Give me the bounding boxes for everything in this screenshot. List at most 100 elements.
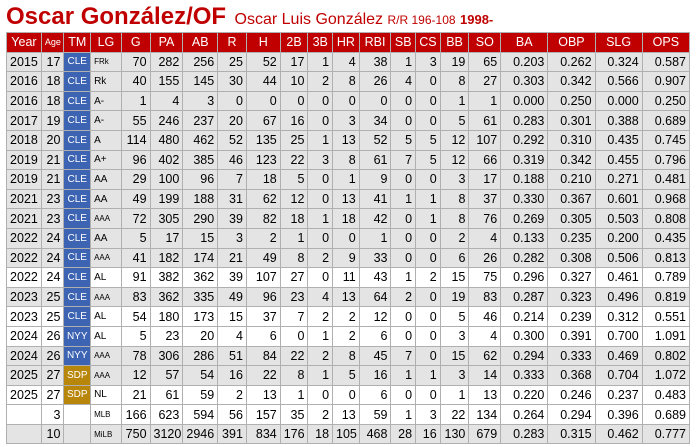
stat-row: 2016 18 CLE A- 1 4 3 0 0 0 0 0 0 0 0 1 1 0.000 0.250 0.000 0…: [6, 90, 691, 112]
cell: 19: [439, 286, 470, 308]
cell: 1: [390, 404, 417, 425]
cell: 1: [332, 169, 360, 190]
cell: 0: [307, 110, 334, 131]
cell: 26: [358, 71, 392, 92]
cell: 382: [149, 267, 184, 288]
cell: 1: [439, 384, 470, 406]
cell: 2: [217, 384, 247, 406]
cell: 3: [307, 149, 334, 171]
cell: SDP: [63, 384, 92, 406]
cell: 0: [415, 90, 441, 112]
cell: 96: [245, 286, 281, 308]
cell: 0.745: [641, 129, 691, 151]
cell: 0.239: [547, 306, 596, 327]
cell: 61: [468, 110, 502, 131]
cell: 2024: [6, 345, 42, 367]
cell: 0: [307, 188, 334, 210]
cell: CLE: [63, 110, 92, 131]
cell: 180: [149, 306, 184, 327]
cell: 0.323: [547, 286, 596, 308]
stat-row: 2016 18 CLE Rk 40 155 145 30 44 10 2 8 26 4 0 8 27 0.303 0…: [6, 71, 691, 92]
cell: 0.220: [500, 384, 549, 406]
cell: 0.133: [500, 227, 549, 249]
cell: 1: [415, 188, 441, 210]
cell: 52: [217, 129, 247, 151]
cell: 64: [358, 286, 392, 308]
cell: 0.391: [547, 325, 596, 347]
cell: 0.808: [641, 208, 691, 229]
cell: 7: [279, 306, 309, 327]
cell: 1: [468, 90, 502, 112]
column-header: R: [217, 32, 247, 53]
born: 1998-: [460, 12, 494, 27]
cell: 0.305: [547, 208, 596, 229]
cell: 2019: [6, 169, 42, 190]
cell: 31: [217, 188, 247, 210]
cell: A+: [90, 149, 122, 171]
cell: 237: [182, 110, 219, 131]
cell: 0: [307, 384, 334, 406]
cell: 37: [468, 188, 502, 210]
cell: 0.551: [641, 306, 691, 327]
cell: 49: [217, 286, 247, 308]
cell: 0: [307, 90, 334, 112]
cell: 26: [40, 325, 65, 347]
cell: 174: [182, 247, 219, 269]
cell: 2016: [6, 90, 42, 112]
cell: 176: [279, 423, 309, 445]
cell: 2017: [6, 110, 42, 131]
cell: 0.777: [641, 423, 691, 445]
cell: 0.250: [547, 90, 596, 112]
cell: 18: [307, 423, 334, 445]
cell: 0.789: [641, 267, 691, 288]
cell: 4: [217, 325, 247, 347]
cell: 2015: [6, 51, 42, 73]
cell: 14: [468, 365, 502, 386]
cell: 123: [245, 149, 281, 171]
cell: 0: [390, 384, 417, 406]
cell: 25: [279, 129, 309, 151]
cell: 2023: [6, 286, 42, 308]
bats-throws: R/R 196-108: [387, 13, 456, 27]
cell: CLE: [63, 90, 92, 112]
column-header: AB: [182, 32, 219, 53]
cell: 0.483: [641, 384, 691, 406]
cell: 26: [40, 345, 65, 367]
cell: 16: [358, 365, 392, 386]
cell: 61: [149, 384, 184, 406]
cell: 0: [415, 227, 441, 249]
cell: AAA: [90, 286, 122, 308]
cell: 20: [217, 110, 247, 131]
column-header: 3B: [307, 32, 334, 53]
cell: 135: [245, 129, 281, 151]
cell: 23: [40, 208, 65, 229]
cell: 166: [120, 404, 151, 425]
stat-row: 2022 24 CLE AAA 41 182 174 21 49 8 2 9 33 0 0 6 26 0.282 0…: [6, 247, 691, 269]
cell: 0: [307, 227, 334, 249]
cell: 1: [279, 384, 309, 406]
cell: 62: [468, 345, 502, 367]
cell: 5: [279, 169, 309, 190]
cell: 0.496: [594, 286, 643, 308]
cell: 462: [182, 129, 219, 151]
cell: MLB: [90, 404, 122, 425]
cell: 83: [468, 286, 502, 308]
cell: 362: [182, 267, 219, 288]
cell: 38: [358, 51, 392, 73]
stats-table: Year Age TM LG G PA AB R H 2B 3B HR RBI SB CS BB SO BA OBP…: [6, 32, 691, 445]
cell: 3: [439, 365, 470, 386]
cell: AAA: [90, 365, 122, 386]
cell: 2: [307, 71, 334, 92]
cell: CLE: [63, 71, 92, 92]
cell: 3: [332, 110, 360, 131]
cell: 173: [182, 306, 219, 327]
cell: 0: [279, 325, 309, 347]
column-header: LG: [90, 32, 122, 53]
cell: 49: [245, 247, 281, 269]
cell: 5: [390, 129, 417, 151]
cell: 2: [332, 306, 360, 327]
cell: 1: [390, 188, 417, 210]
cell: 27: [40, 365, 65, 386]
cell: 0: [279, 90, 309, 112]
